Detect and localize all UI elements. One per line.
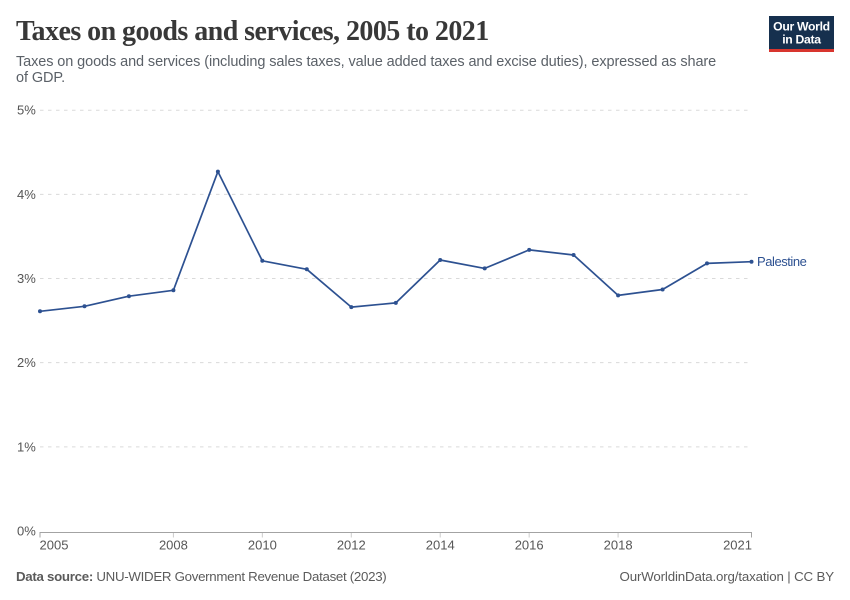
data-point-palestine-2017[interactable]: [571, 253, 576, 257]
x-axis-label-2021: 2021: [723, 538, 752, 553]
data-source-value: UNU-WIDER Government Revenue Dataset (20…: [92, 569, 387, 584]
y-axis-label-2%: 2%: [17, 355, 36, 370]
chart-subtitle-line1: Taxes on goods and services (including s…: [16, 53, 717, 70]
data-point-palestine-2009[interactable]: [215, 169, 220, 174]
data-point-palestine-2021[interactable]: [749, 259, 754, 264]
x-axis-label-2012: 2012: [337, 538, 366, 553]
chart-title: Taxes on goods and services, 2005 to 202…: [16, 15, 489, 47]
y-axis-label-3%: 3%: [17, 271, 36, 286]
chart-subtitle: Taxes on goods and services (including s…: [16, 54, 756, 87]
y-axis-label-5%: 5%: [17, 103, 36, 118]
x-axis-label-2018: 2018: [604, 538, 633, 553]
data-point-palestine-2013[interactable]: [393, 300, 398, 305]
y-axis-label-1%: 1%: [17, 439, 36, 454]
data-point-palestine-2007[interactable]: [126, 294, 131, 299]
data-point-palestine-2011[interactable]: [304, 267, 309, 272]
chart-header: Taxes on goods and services, 2005 to 202…: [16, 16, 756, 87]
x-axis-label-2005: 2005: [40, 538, 69, 553]
x-axis-label-2014: 2014: [426, 538, 455, 553]
y-axis-label-4%: 4%: [17, 187, 36, 202]
data-point-palestine-2018[interactable]: [616, 293, 621, 298]
owid-logo-line2: in Data: [782, 32, 821, 46]
attribution-text: OurWorldinData.org/taxation | CC BY: [619, 569, 835, 584]
data-point-palestine-2019[interactable]: [660, 287, 665, 292]
data-point-palestine-2016[interactable]: [527, 247, 532, 252]
chart-footer: Data source: UNU-WIDER Government Revenu…: [0, 563, 850, 600]
owid-logo-line1: Our World: [773, 19, 830, 34]
owid-logo: Our World in Data: [769, 16, 834, 52]
series-line-palestine[interactable]: [39, 170, 753, 313]
data-point-palestine-2010[interactable]: [260, 258, 265, 263]
data-source-text: Data source: UNU-WIDER Government Revenu…: [16, 569, 387, 584]
x-axis-label-2010: 2010: [248, 538, 277, 553]
data-point-palestine-2005[interactable]: [38, 309, 42, 314]
chart-subtitle-line2: of GDP.: [16, 70, 66, 86]
y-axis-label-0%: 0%: [17, 524, 36, 539]
series-label-palestine[interactable]: Palestine: [757, 254, 807, 269]
data-point-palestine-2020[interactable]: [705, 261, 709, 266]
data-point-palestine-2008[interactable]: [171, 288, 176, 293]
data-point-palestine-2015[interactable]: [482, 266, 487, 271]
data-point-palestine-2006[interactable]: [82, 304, 87, 309]
data-point-palestine-2012[interactable]: [349, 305, 354, 310]
data-point-palestine-2014[interactable]: [438, 258, 443, 262]
x-axis-label-2016: 2016: [515, 538, 544, 553]
data-source-label: Data source:: [16, 569, 93, 584]
x-axis-label-2008: 2008: [159, 538, 188, 553]
